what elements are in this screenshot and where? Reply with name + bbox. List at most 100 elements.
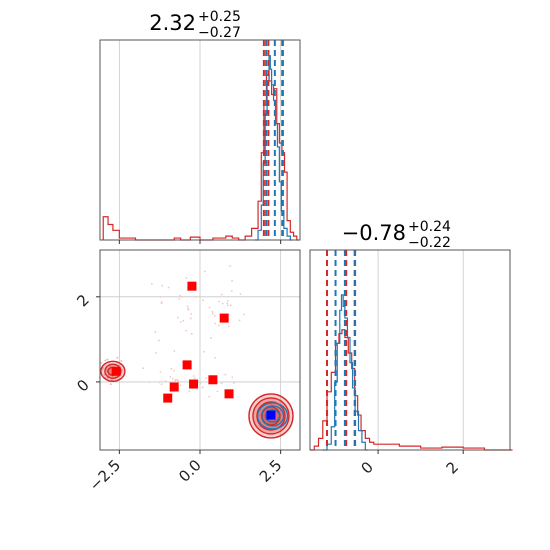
sample-point bbox=[239, 293, 242, 295]
sample-point bbox=[150, 282, 153, 285]
sample-point bbox=[186, 305, 189, 308]
blue-contour-1 bbox=[260, 405, 285, 427]
sample-point bbox=[193, 377, 196, 380]
blue-contour-0 bbox=[256, 402, 289, 430]
param1-title-minus: −0.22 bbox=[408, 235, 451, 251]
param0-title-median: 2.32 bbox=[149, 11, 196, 35]
sample-point bbox=[229, 304, 232, 307]
sample-point bbox=[121, 369, 123, 371]
sample-point bbox=[210, 337, 213, 339]
sample-point bbox=[279, 419, 282, 422]
red-square-marker-0 bbox=[111, 366, 121, 376]
sample-point bbox=[178, 298, 181, 300]
red-square-marker-7 bbox=[208, 375, 218, 385]
sample-point bbox=[220, 382, 223, 385]
sample-point bbox=[116, 356, 119, 359]
red-square-marker-4 bbox=[189, 379, 199, 389]
sample-point bbox=[269, 403, 272, 406]
param1-histogram-panel: −0.78 +0.24−0.220 2 bbox=[309, 219, 513, 478]
sample-point bbox=[221, 302, 224, 305]
sample-point bbox=[208, 306, 211, 309]
sample-point bbox=[194, 296, 197, 298]
sample-point bbox=[201, 386, 204, 389]
red-square-marker-8 bbox=[224, 389, 234, 399]
sample-point bbox=[216, 390, 219, 393]
sample-point bbox=[185, 277, 188, 279]
sample-point bbox=[203, 350, 206, 353]
sample-point bbox=[148, 381, 151, 384]
sample-point bbox=[187, 307, 190, 310]
sample-point bbox=[104, 359, 107, 362]
sample-point bbox=[226, 302, 229, 305]
param0-title-minus: −0.27 bbox=[198, 25, 241, 41]
sample-point bbox=[185, 329, 188, 332]
sample-point bbox=[211, 312, 214, 315]
sample-point bbox=[105, 368, 108, 371]
sample-point bbox=[230, 290, 233, 292]
blue-square-marker bbox=[266, 410, 276, 420]
sample-point bbox=[190, 332, 193, 335]
sample-point bbox=[182, 319, 185, 322]
sample-point bbox=[110, 379, 113, 381]
sample-point bbox=[142, 367, 145, 370]
sample-point bbox=[154, 331, 157, 333]
sample-point bbox=[159, 295, 162, 298]
sample-point bbox=[260, 409, 262, 412]
sample-point bbox=[192, 375, 195, 377]
red-square-marker-3 bbox=[182, 360, 192, 370]
sample-point bbox=[155, 351, 157, 354]
sample-point bbox=[106, 358, 109, 361]
param1-title-median: −0.78 bbox=[342, 221, 406, 245]
sample-point bbox=[174, 379, 177, 382]
sample-point bbox=[103, 373, 106, 376]
sample-point bbox=[224, 373, 227, 376]
sample-point bbox=[214, 322, 217, 325]
sample-point bbox=[218, 300, 220, 303]
sample-point bbox=[213, 315, 216, 317]
sample-point bbox=[203, 270, 206, 273]
sample-point bbox=[159, 371, 162, 373]
scatter-panel: −2.5 0.0 2.502 bbox=[73, 249, 301, 495]
sample-point bbox=[176, 316, 179, 319]
param0-histogram-panel: 2.32 +0.25−0.27 bbox=[99, 9, 301, 244]
sample-point bbox=[173, 369, 175, 372]
sample-point bbox=[105, 370, 108, 372]
sample-point bbox=[231, 280, 233, 282]
sample-point bbox=[102, 366, 105, 369]
sample-point bbox=[179, 384, 182, 387]
sample-point bbox=[199, 382, 202, 385]
sample-point bbox=[160, 383, 163, 386]
sample-point bbox=[280, 414, 283, 416]
sample-point bbox=[220, 293, 223, 296]
red-square-marker-5 bbox=[169, 382, 179, 392]
sample-point bbox=[164, 380, 167, 383]
sample-point bbox=[158, 381, 161, 384]
sample-point bbox=[208, 395, 211, 398]
sample-point bbox=[232, 382, 235, 384]
sample-point bbox=[173, 350, 176, 352]
blue-contour-2 bbox=[264, 409, 281, 423]
sample-point bbox=[188, 390, 191, 392]
sample-point bbox=[243, 313, 245, 316]
sample-point bbox=[205, 377, 207, 379]
sample-point bbox=[231, 376, 234, 379]
red-square-marker-2 bbox=[219, 313, 229, 323]
sample-point bbox=[258, 414, 261, 416]
sample-point bbox=[170, 368, 173, 370]
sample-point bbox=[157, 339, 160, 342]
sample-point bbox=[189, 317, 192, 320]
sample-point bbox=[190, 313, 193, 315]
sample-point bbox=[178, 294, 181, 297]
param1-title-plus: +0.24 bbox=[408, 219, 451, 235]
sample-point bbox=[214, 356, 217, 359]
red-square-marker-1 bbox=[187, 281, 197, 291]
sample-point bbox=[227, 300, 229, 302]
sample-point bbox=[171, 377, 174, 380]
sample-point bbox=[202, 299, 204, 302]
sample-point bbox=[120, 360, 123, 362]
red-square-marker-6 bbox=[163, 393, 173, 403]
sample-point bbox=[160, 301, 163, 304]
sample-point bbox=[161, 284, 164, 287]
sample-point bbox=[181, 296, 184, 298]
